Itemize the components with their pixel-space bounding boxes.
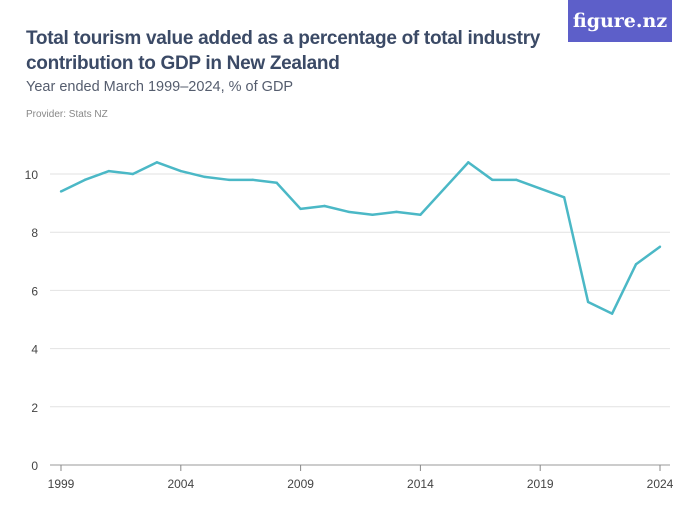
data-point <box>155 161 159 164</box>
data-point <box>275 181 278 184</box>
series-line <box>60 161 661 315</box>
y-tick-label: 10 <box>25 168 39 182</box>
data-point <box>539 187 542 190</box>
figure-nz-logo[interactable]: figure.nz <box>568 0 672 42</box>
data-point <box>59 190 63 193</box>
x-tick-label: 1999 <box>48 477 75 491</box>
provider-label: Provider: Stats NZ <box>26 109 108 120</box>
data-point <box>395 210 398 214</box>
y-tick-label: 0 <box>31 459 38 473</box>
data-point <box>227 178 230 182</box>
data-point <box>562 196 566 199</box>
data-point <box>251 178 254 182</box>
y-tick-label: 6 <box>31 284 38 298</box>
data-point <box>443 187 446 190</box>
x-tick-label: 2004 <box>167 477 194 491</box>
y-tick-label: 2 <box>31 401 38 415</box>
data-point <box>299 207 302 211</box>
data-point <box>323 204 326 208</box>
data-point <box>107 169 111 173</box>
data-point <box>658 245 662 248</box>
x-tick-label: 2014 <box>407 477 434 491</box>
data-point <box>515 178 518 182</box>
data-point <box>634 263 638 266</box>
data-point <box>371 213 374 216</box>
data-point <box>179 169 182 173</box>
x-tick-label: 2019 <box>527 477 554 491</box>
data-point <box>467 161 470 164</box>
y-tick-label: 8 <box>31 226 38 240</box>
data-point <box>131 172 135 176</box>
data-point <box>347 210 350 214</box>
data-point <box>203 175 206 179</box>
x-tick-label: 2009 <box>287 477 314 491</box>
y-tick-label: 4 <box>31 343 38 357</box>
x-tick-label: 2024 <box>647 477 674 491</box>
data-point <box>491 178 494 182</box>
data-point <box>610 312 614 315</box>
data-point <box>419 213 422 216</box>
chart-title: Total tourism value added as a percentag… <box>26 28 541 74</box>
data-point <box>586 300 590 304</box>
data-point <box>83 178 87 182</box>
chart-subtitle: Year ended March 1999–2024, % of GDP <box>26 79 294 95</box>
